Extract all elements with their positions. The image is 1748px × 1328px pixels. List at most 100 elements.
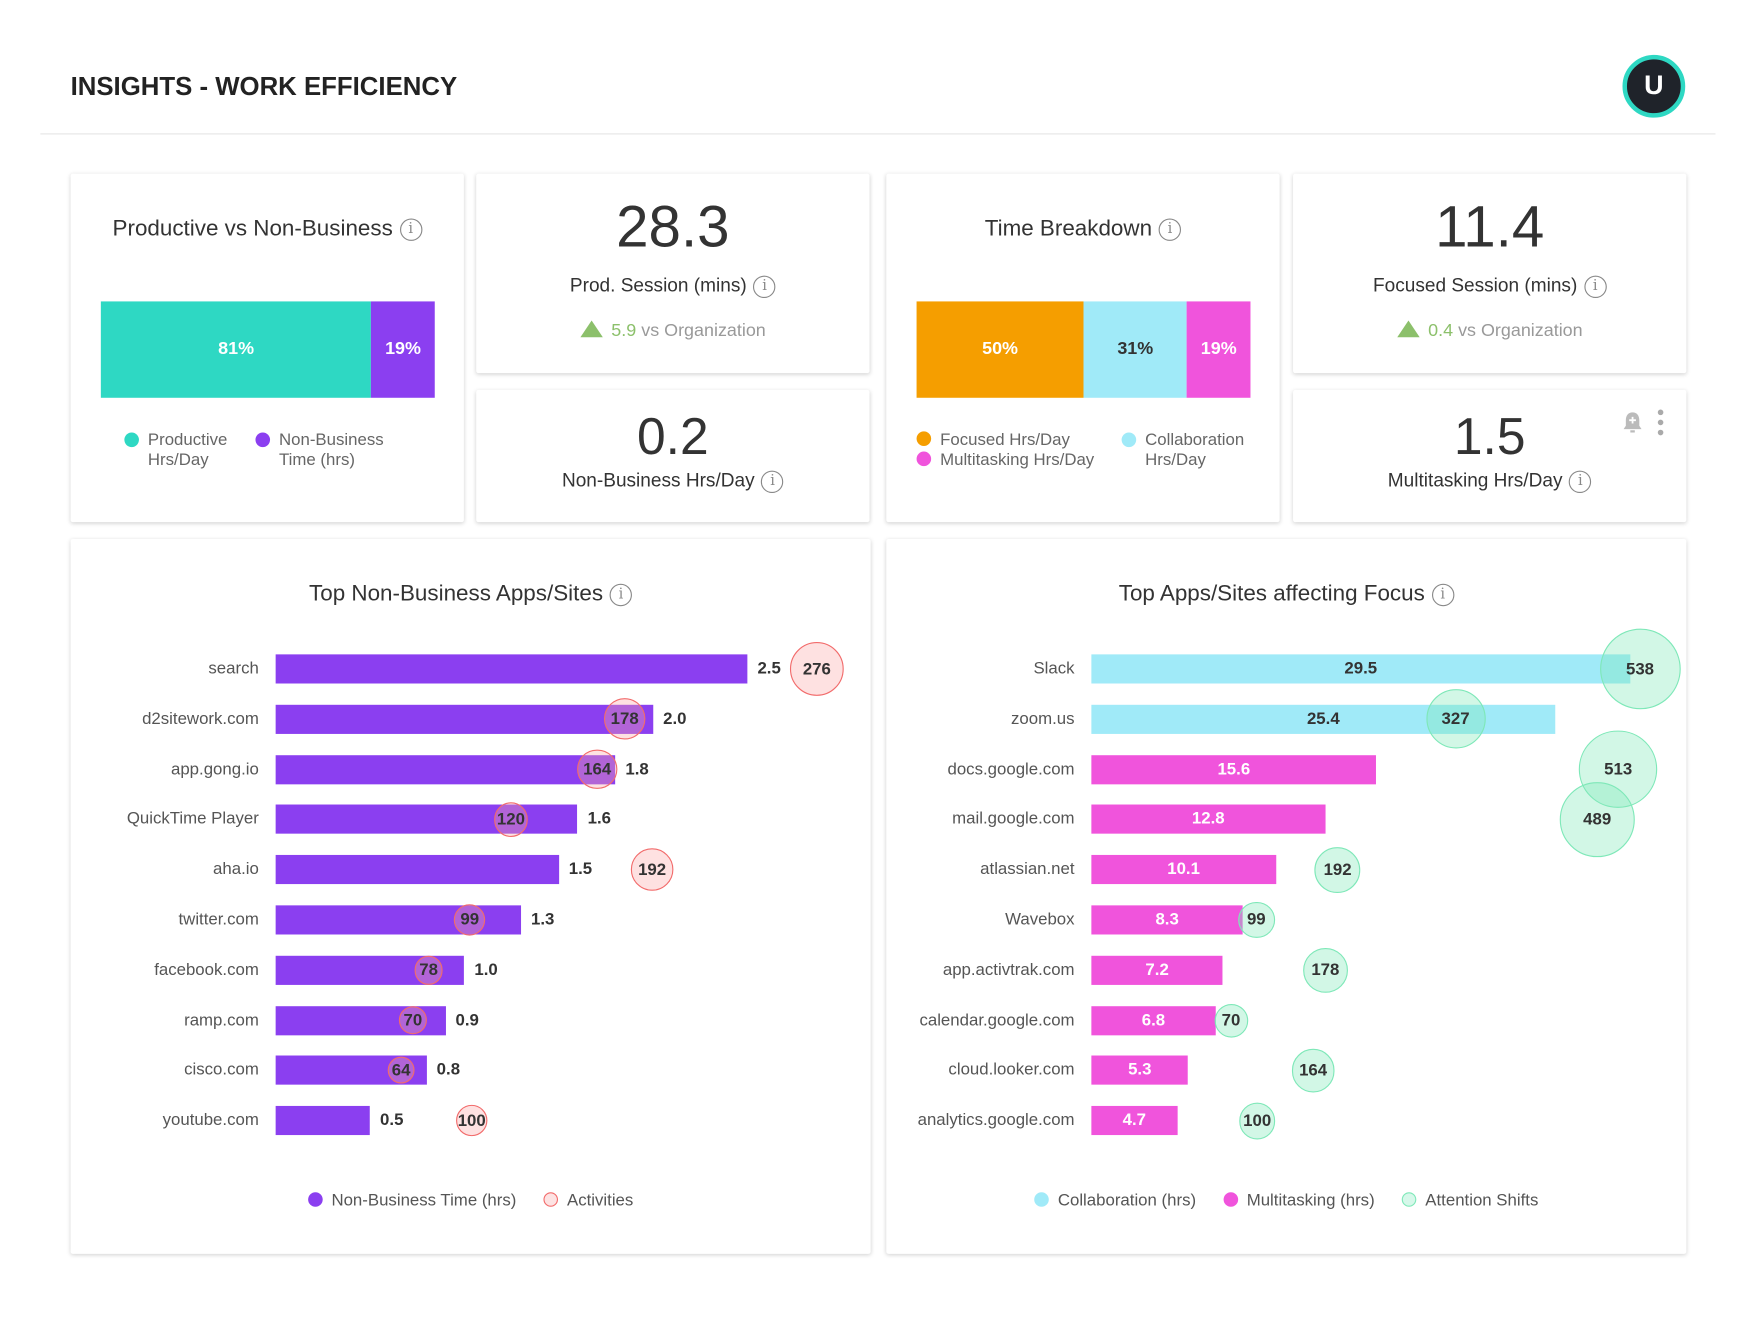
- prod-session-card: 28.3 Prod. Session (mins) i 5.9 vs Organi…: [476, 173, 870, 374]
- info-icon[interactable]: i: [761, 470, 784, 493]
- bar-segment[interactable]: 81%: [100, 301, 372, 398]
- bar-value-label: 1.5: [568, 859, 593, 879]
- up-triangle-icon: [579, 320, 603, 338]
- card-title: Productive vs Non-Business i: [71, 216, 464, 242]
- delta: 5.9: [611, 321, 637, 341]
- legend-dot: [916, 431, 932, 446]
- legend-label: Productive Hrs/Day: [147, 430, 228, 470]
- attention-shifts-bubble[interactable]: 99: [1238, 901, 1275, 939]
- activities-bubble[interactable]: 192: [630, 848, 674, 892]
- prod-session-value: 28.3: [616, 194, 730, 260]
- category-label: twitter.com: [178, 909, 259, 929]
- activities-bubble[interactable]: 276: [789, 642, 844, 696]
- legend-label: Activities: [566, 1191, 634, 1211]
- prod-session-compare: 5.9 vs Organization: [476, 320, 869, 341]
- attention-shifts-bubble[interactable]: 327: [1425, 689, 1486, 749]
- bar-segment[interactable]: 19%: [371, 301, 435, 398]
- bar[interactable]: [1091, 1106, 1178, 1136]
- label-text: Multitasking Hrs/Day: [1387, 469, 1563, 491]
- chart-title-text: Top Non-Business Apps/Sites: [309, 581, 604, 607]
- legend-label: Collaboration (hrs): [1057, 1191, 1197, 1211]
- category-label: calendar.google.com: [919, 1010, 1075, 1030]
- attention-shifts-bubble[interactable]: 192: [1314, 846, 1361, 893]
- category-label: app.gong.io: [170, 759, 259, 779]
- activities-bubble[interactable]: 120: [493, 802, 528, 837]
- info-icon[interactable]: i: [753, 275, 776, 298]
- activities-bubble[interactable]: 164: [577, 749, 617, 790]
- bar[interactable]: [275, 704, 654, 734]
- top-focus-apps-chart-card: Top Apps/Sites affecting Focus i Collabor…: [886, 538, 1687, 1254]
- info-icon[interactable]: i: [609, 583, 633, 606]
- category-label: atlassian.net: [980, 859, 1075, 879]
- activities-bubble[interactable]: 178: [604, 698, 646, 740]
- attention-shifts-bubble[interactable]: 164: [1291, 1048, 1335, 1093]
- bar[interactable]: [1091, 955, 1223, 985]
- bar[interactable]: [1091, 654, 1631, 684]
- more-vertical-icon[interactable]: [1656, 408, 1665, 437]
- bar-segment[interactable]: 31%: [1083, 301, 1188, 398]
- legend-item[interactable]: Multitasking (hrs): [1223, 1191, 1375, 1210]
- legend-dot: [916, 451, 932, 467]
- header-divider: [40, 133, 1716, 135]
- category-label: analytics.google.com: [917, 1110, 1075, 1130]
- info-icon[interactable]: i: [1431, 583, 1454, 606]
- category-label: youtube.com: [162, 1110, 259, 1130]
- legend-item[interactable]: Attention Shifts: [1401, 1191, 1538, 1210]
- activities-bubble[interactable]: 78: [414, 955, 443, 985]
- bar-segment[interactable]: 50%: [916, 301, 1084, 398]
- bar[interactable]: [275, 804, 578, 835]
- category-label: app.activtrak.com: [942, 960, 1075, 980]
- productive-stacked-bar: 81% 19%: [100, 301, 435, 398]
- legend-focused: Focused Hrs/Day: [916, 430, 1070, 450]
- attention-shifts-bubble[interactable]: 70: [1214, 1003, 1248, 1038]
- legend-label: Collaboration Hrs/Day: [1145, 430, 1245, 470]
- activities-bubble[interactable]: 100: [455, 1104, 488, 1137]
- legend-label: Focused Hrs/Day: [940, 430, 1070, 450]
- bar[interactable]: [1091, 855, 1276, 885]
- bar[interactable]: [275, 1106, 370, 1136]
- activities-bubble[interactable]: 70: [399, 1006, 427, 1035]
- chart-legend: Collaboration (hrs) Multitasking (hrs) A…: [886, 1191, 1686, 1210]
- activities-bubble[interactable]: 64: [387, 1057, 415, 1084]
- attention-shifts-bubble[interactable]: 489: [1559, 781, 1636, 858]
- bar-value-label: 2.5: [757, 658, 781, 678]
- attention-shifts-bubble[interactable]: 178: [1303, 947, 1348, 993]
- info-icon[interactable]: i: [1158, 218, 1182, 241]
- legend-dot: [543, 1192, 559, 1207]
- bar[interactable]: [1091, 1055, 1189, 1086]
- category-label: cloud.looker.com: [948, 1060, 1075, 1080]
- focused-session-value: 11.4: [1435, 194, 1545, 260]
- attention-shifts-bubble[interactable]: 100: [1238, 1102, 1276, 1140]
- bar-value-label: 6.8: [1141, 1010, 1166, 1030]
- bar[interactable]: [1091, 804, 1326, 835]
- bar-value-label: 0.5: [380, 1110, 404, 1130]
- bar[interactable]: [1091, 1005, 1216, 1035]
- attention-shifts-bubble[interactable]: 538: [1599, 628, 1681, 710]
- category-label: d2sitework.com: [142, 709, 259, 729]
- info-icon[interactable]: i: [399, 218, 422, 241]
- bar[interactable]: [275, 855, 559, 885]
- info-icon[interactable]: i: [1584, 275, 1607, 298]
- category-label: QuickTime Player: [126, 809, 259, 829]
- legend-item[interactable]: Collaboration (hrs): [1034, 1191, 1196, 1210]
- bell-plus-icon[interactable]: [1621, 410, 1643, 435]
- legend-productive: Productive Hrs/Day: [124, 430, 243, 470]
- activities-bubble[interactable]: 99: [454, 904, 486, 936]
- category-label: zoom.us: [1011, 709, 1075, 729]
- bar[interactable]: [1091, 905, 1243, 935]
- bar[interactable]: [1091, 754, 1377, 784]
- compare-text: vs Organization: [1458, 321, 1583, 341]
- legend-dot: [1034, 1192, 1049, 1207]
- chart-legend: Non-Business Time (hrs) Activities: [71, 1191, 871, 1210]
- legend-dot: [1121, 432, 1137, 448]
- chart-title: Top Apps/Sites affecting Focus i: [886, 582, 1686, 608]
- legend-item[interactable]: Activities: [543, 1191, 633, 1210]
- legend-label: Non-Business Time (hrs): [331, 1191, 517, 1211]
- bar[interactable]: [275, 654, 748, 684]
- bar-segment[interactable]: 19%: [1187, 301, 1251, 398]
- legend-item[interactable]: Non-Business Time (hrs): [307, 1191, 517, 1211]
- avatar[interactable]: U: [1622, 54, 1686, 118]
- multitasking-label: Multitasking Hrs/Day i: [1293, 469, 1686, 493]
- bar[interactable]: [275, 754, 616, 784]
- info-icon[interactable]: i: [1569, 470, 1592, 493]
